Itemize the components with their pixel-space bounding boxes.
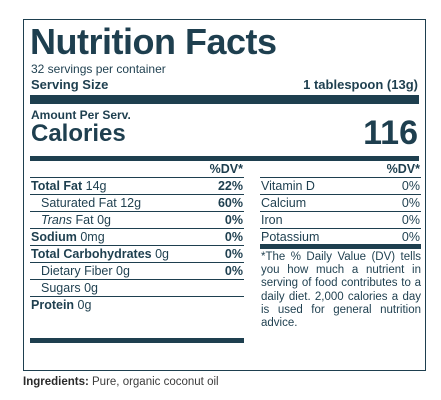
mineral-row-calcium: Calcium 0%	[260, 195, 421, 212]
serving-size-row: Serving Size 1 tablespoon (13g)	[31, 76, 419, 94]
nutrient-name: Trans Fat 0g	[41, 213, 111, 227]
mineral-name: Potassium	[261, 230, 320, 244]
serving-size-value: 1 tablespoon (13g)	[303, 77, 418, 92]
nutrient-dv: 22%	[217, 179, 243, 193]
nutrient-dv: 0%	[224, 264, 243, 278]
dv-header-row: %DV*	[30, 161, 244, 178]
thick-divider	[30, 95, 419, 104]
ingredients-label: Ingredients:	[23, 376, 89, 388]
mineral-name: Vitamin D	[261, 179, 315, 193]
nutrient-dv: 60%	[217, 196, 243, 210]
nutrient-name: Total Carbohydrates 0g	[31, 247, 170, 261]
nutrient-name: Sugars 0g	[41, 281, 98, 295]
nutrient-row-sodium: Sodium 0mg 0%	[30, 229, 244, 246]
amount-per-serving: Amount Per Serv.	[31, 108, 131, 122]
nutrient-name: Sodium 0mg	[31, 230, 105, 244]
nutrient-dv: 0%	[224, 213, 243, 227]
dv-header: %DV*	[209, 162, 243, 176]
mineral-dv: 0%	[401, 213, 420, 227]
daily-value-footnote: *The % Daily Value (DV) tells you how mu…	[261, 251, 421, 330]
nutrient-row-dietary-fiber: Dietary Fiber 0g 0%	[30, 263, 244, 280]
mineral-dv: 0%	[401, 179, 420, 193]
label-title: Nutrition Facts	[30, 21, 277, 62]
nutrient-row-protein: Protein 0g	[30, 297, 244, 314]
nutrient-name: Dietary Fiber 0g	[41, 264, 130, 278]
nutrition-facts-label: Nutrition Facts 32 servings per containe…	[23, 19, 426, 371]
ingredients-text: Pure, organic coconut oil	[88, 376, 219, 388]
serving-size-label: Serving Size	[31, 77, 109, 92]
nutrient-name: Protein 0g	[31, 298, 92, 312]
mineral-row-iron: Iron 0%	[260, 212, 421, 229]
nutrient-dv: 0%	[224, 230, 243, 244]
mineral-row-vitamin-d: Vitamin D 0%	[260, 178, 421, 195]
nutrient-row-sugars: Sugars 0g	[30, 280, 244, 297]
calories-value: 116	[363, 114, 418, 152]
minerals-column: %DV* Vitamin D 0% Calcium 0% Iron 0% Pot…	[260, 161, 421, 246]
calories-label: Calories	[31, 120, 126, 147]
dv-header-row: %DV*	[260, 161, 421, 178]
mineral-name: Calcium	[261, 196, 307, 210]
medium-divider	[30, 156, 419, 161]
mineral-dv: 0%	[401, 230, 420, 244]
dv-header: %DV*	[386, 162, 420, 176]
nutrient-dv: 0%	[224, 247, 243, 261]
nutrient-row-trans-fat: Trans Fat 0g 0%	[30, 212, 244, 229]
servings-per-container: 32 servings per container	[31, 62, 166, 76]
nutrient-row-total-fat: Total Fat 14g 22%	[30, 178, 244, 195]
nutrient-row-total-carbohydrates: Total Carbohydrates 0g 0%	[30, 246, 244, 263]
nutrient-name: Total Fat 14g	[31, 179, 107, 193]
minerals-bottom-divider	[260, 244, 421, 249]
nutrients-bottom-divider	[30, 338, 244, 343]
nutrients-column: %DV* Total Fat 14g 22% Saturated Fat 12g…	[30, 161, 244, 314]
nutrient-name: Saturated Fat 12g	[41, 196, 142, 210]
mineral-row-potassium: Potassium 0%	[260, 229, 421, 246]
ingredients-line: Ingredients: Pure, organic coconut oil	[23, 375, 219, 389]
nutrient-row-saturated-fat: Saturated Fat 12g 60%	[30, 195, 244, 212]
mineral-dv: 0%	[401, 196, 420, 210]
mineral-name: Iron	[261, 213, 283, 227]
